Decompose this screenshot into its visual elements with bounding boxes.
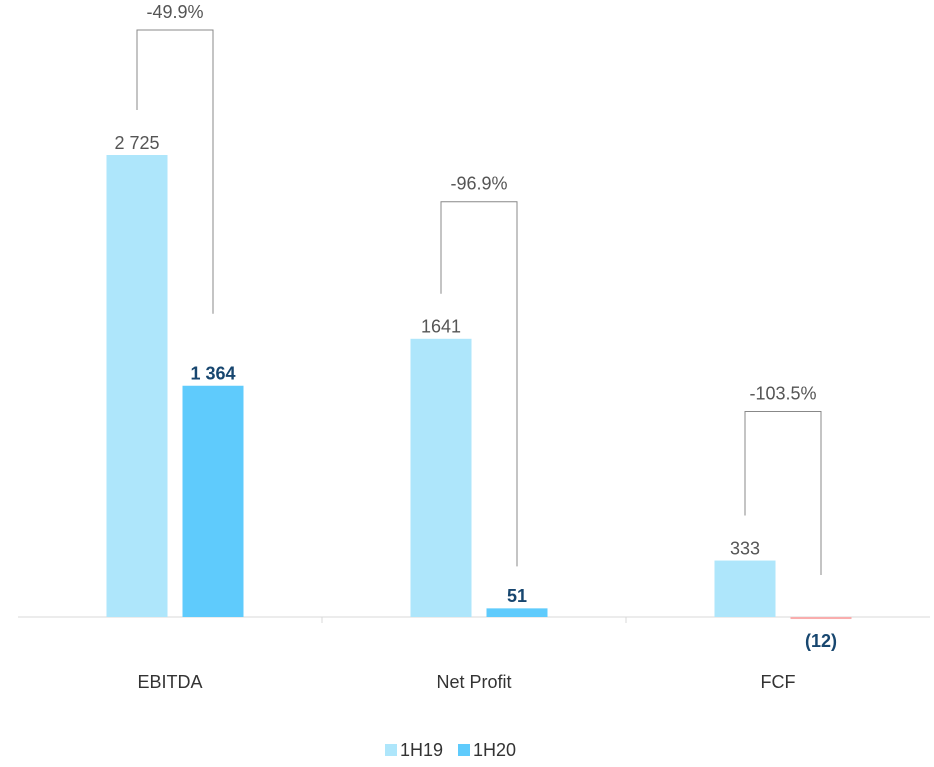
x-tick-label: EBITDA — [137, 672, 202, 692]
legend-label: 1H20 — [473, 740, 516, 760]
annotation: -49.9% — [146, 2, 203, 22]
bar — [182, 385, 244, 617]
bracket — [440, 201, 518, 567]
bar — [410, 338, 472, 617]
bar — [486, 608, 548, 617]
legend-swatch — [458, 744, 470, 756]
bracket — [744, 411, 822, 575]
bar — [106, 155, 168, 617]
value-label: 2 725 — [114, 133, 159, 153]
x-tick-label: Net Profit — [436, 672, 511, 692]
value-label: 1 364 — [190, 363, 235, 383]
bar — [714, 560, 776, 617]
annotation: -103.5% — [749, 383, 816, 403]
annotation: -96.9% — [450, 174, 507, 194]
legend-swatch — [385, 744, 397, 756]
value-label: 51 — [507, 586, 527, 606]
x-tick-label: FCF — [761, 672, 796, 692]
bracket — [136, 29, 214, 314]
bar — [790, 617, 852, 620]
value-label: (12) — [805, 631, 837, 651]
value-label: 1641 — [421, 317, 461, 337]
legend-label: 1H19 — [400, 740, 443, 760]
value-label: 333 — [730, 538, 760, 558]
